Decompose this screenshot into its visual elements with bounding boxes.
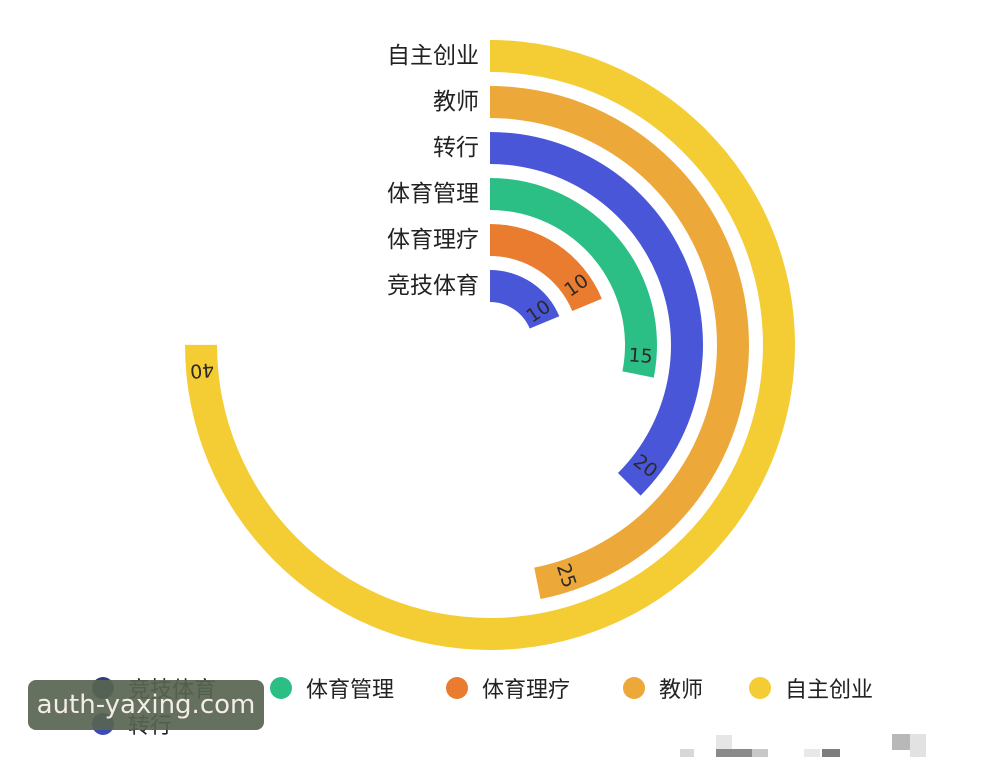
legend-item-jiaoshi[interactable]: 教师 [623,672,703,704]
category-label-zizhuchuangye: 自主创业 [387,43,479,69]
legend-item-tiyuliliao[interactable]: 体育理疗 [446,672,570,704]
legend-label: 自主创业 [785,678,874,703]
radial-bar-4[interactable] [490,86,750,600]
pixelated-artifact [822,749,840,757]
legend-dot-icon [270,677,292,699]
legend-dot-icon [749,677,771,699]
legend-item-zizhuchuangye[interactable]: 自主创业 [749,672,873,704]
legend-dot-icon [446,677,468,699]
category-label-jingjitiyu: 竞技体育 [387,273,479,299]
bar-value-label: 15 [628,344,654,368]
legend-dot-icon [623,677,645,699]
category-label-tiyuliliao: 体育理疗 [387,227,479,253]
radial-bar-5[interactable] [185,40,795,650]
legend-label: 体育理疗 [482,678,571,703]
pixelated-artifact [804,749,820,757]
pixelated-artifact [910,734,926,757]
radial-bar-3[interactable] [490,132,703,496]
pixelated-artifact [716,749,752,757]
radial-bar-2[interactable] [490,178,657,378]
pixelated-artifact [752,749,768,757]
legend-item-tiyuguanli[interactable]: 体育管理 [270,672,394,704]
legend-label: 教师 [659,678,704,703]
category-label-jiaoshi: 教师 [433,89,479,115]
watermark: auth-yaxing.com [28,680,264,730]
radial-bar-1[interactable] [490,224,602,311]
radial-bar-0[interactable] [490,270,560,329]
category-label-zhuanhang: 转行 [433,135,479,161]
legend-label: 体育管理 [306,678,395,703]
pixelated-artifact [892,734,910,750]
bar-value-label: 40 [189,358,215,382]
category-label-tiyuguanli: 体育管理 [387,181,479,207]
pixelated-artifact [680,749,694,757]
pixelated-artifact [716,735,732,749]
